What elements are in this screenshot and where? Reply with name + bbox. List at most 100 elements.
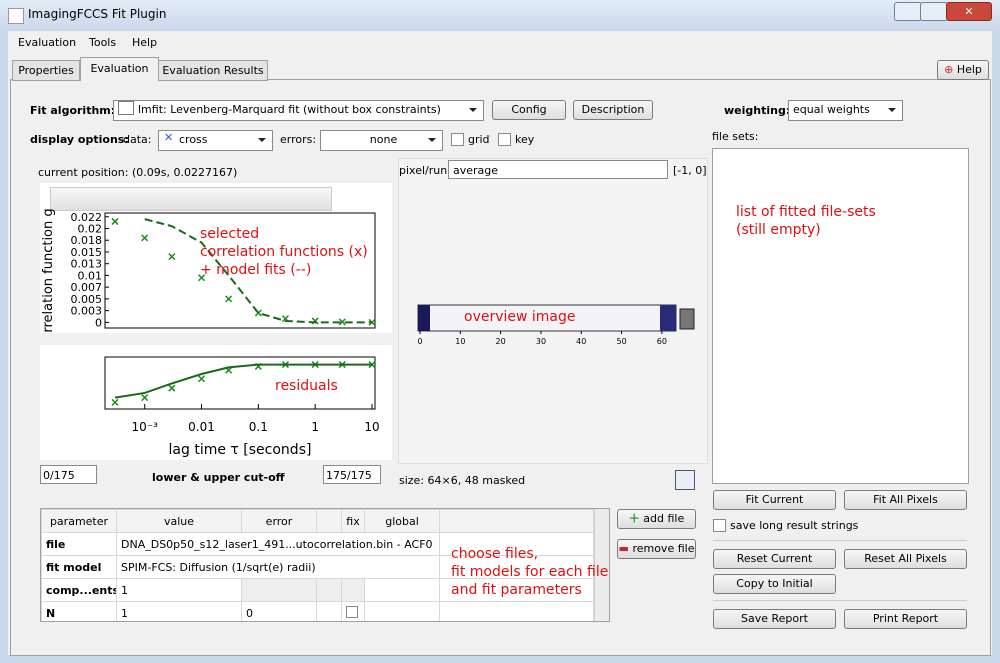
annotation: selected <box>200 226 259 242</box>
y-tick-label: 0.005 <box>71 293 103 306</box>
x-tick-label: 0 <box>417 337 422 346</box>
y-axis-label: rrelation function g <box>41 208 56 332</box>
fit-current-button[interactable]: Fit Current <box>713 490 836 510</box>
data-label: data: <box>123 133 152 146</box>
add-file-button[interactable]: ＋ add file <box>617 509 696 529</box>
y-tick-label: 0.02 <box>78 222 103 235</box>
weighting-combo[interactable]: equal weights <box>788 100 903 121</box>
checkbox[interactable] <box>498 133 511 146</box>
cell[interactable]: SPIM-FCS: Diffusion (1/sqrt(e) radii) <box>116 555 440 579</box>
reset-all-button[interactable]: Reset All Pixels <box>844 549 967 569</box>
fit-line <box>144 218 372 324</box>
x-tick-label: 20 <box>496 337 506 346</box>
help-button[interactable]: ⊕ Help <box>937 60 989 80</box>
y-tick-label: 0.022 <box>71 211 103 224</box>
menu-item[interactable]: Evaluation <box>18 36 77 49</box>
annotation: and fit parameters <box>451 582 582 598</box>
grid-label: grid <box>468 133 490 146</box>
y-tick-label: 0 <box>95 316 102 329</box>
reset-current-button[interactable]: Reset Current <box>713 549 836 569</box>
color-bar <box>679 308 695 330</box>
x-tick-label: 0.1 <box>249 420 268 434</box>
x-axis-label: lag time τ [seconds] <box>169 442 312 458</box>
errors-combo[interactable]: none <box>320 130 443 151</box>
plot-frame <box>104 356 376 410</box>
config-button[interactable]: Config <box>492 100 566 120</box>
save-long-label: save long result strings <box>730 519 859 532</box>
key-label: key <box>515 133 535 146</box>
description-button[interactable]: Description <box>573 100 653 120</box>
x-tick-label: 50 <box>616 337 626 346</box>
image-button[interactable] <box>675 470 695 490</box>
title-bar: ImagingFCCS Fit Plugin ✕ <box>0 0 1000 30</box>
checkbox[interactable] <box>713 519 726 532</box>
annotation: fit models for each file <box>451 564 609 580</box>
button-label: remove file <box>632 542 695 555</box>
data-point <box>225 295 233 303</box>
window-title: ImagingFCCS Fit Plugin <box>28 7 167 21</box>
annotation: overview image <box>464 309 576 325</box>
close[interactable]: ✕ <box>946 2 992 21</box>
x-tick-label: 10⁻³ <box>132 420 159 434</box>
header: error <box>241 509 317 533</box>
tab[interactable]: Evaluation Results <box>158 60 268 81</box>
scrollbar[interactable] <box>594 509 609 621</box>
y-tick-label: 0.007 <box>71 281 103 294</box>
current-position: current position: (0.09s, 0.0227167) <box>38 166 238 179</box>
x-tick-label: 1 <box>311 420 319 434</box>
button-label: Help <box>956 63 982 76</box>
pixel-spin[interactable]: average <box>448 160 668 179</box>
cell[interactable]: 1 <box>116 578 242 602</box>
file-sets-label: file sets: <box>712 130 759 143</box>
data-point <box>338 318 346 326</box>
cell[interactable]: DNA_DS0p50_s12_laser1_491...utocorrelati… <box>116 532 440 556</box>
fix-checkbox[interactable] <box>346 605 358 618</box>
y-tick-label: 0.015 <box>71 246 103 259</box>
tab[interactable]: Properties <box>12 60 80 81</box>
checkbox[interactable] <box>451 133 464 146</box>
data-point <box>168 384 176 392</box>
data-point <box>168 253 176 261</box>
upper-cutoff[interactable]: 175/175 <box>323 465 381 484</box>
parameter-table[interactable]: parameter value error fix global file DNA_DS0… <box>40 508 610 622</box>
combo-value: lmfit: Levenberg-Marquard fit (without b… <box>138 103 441 116</box>
copy-initial-button[interactable]: Copy to Initial <box>713 574 836 594</box>
button-label: add file <box>643 512 685 525</box>
menu-item[interactable]: Tools <box>89 36 117 49</box>
annotation: list of fitted file-sets <box>736 204 876 220</box>
weighting-label: weighting: <box>724 104 791 117</box>
annotation: + model fits (--) <box>200 262 311 278</box>
data-point <box>111 398 119 406</box>
annotation: (still empty) <box>736 222 821 238</box>
pixel-range: [-1, 0] <box>673 164 707 177</box>
annotation: choose files, <box>451 546 539 562</box>
fit-label: Fit algorithm: <box>30 104 116 117</box>
y-tick-label: 0.003 <box>71 305 103 318</box>
data-combo[interactable]: cross <box>158 130 273 151</box>
tab-active[interactable]: Evaluation <box>80 57 159 81</box>
cell: file <box>41 532 117 556</box>
lower-cutoff[interactable]: 0/175 <box>40 465 97 484</box>
annotation: correlation functions (x) <box>200 244 368 260</box>
cell: fit model <box>41 555 117 579</box>
remove-file-button[interactable]: ▬ remove file <box>617 539 696 559</box>
save-report-button[interactable]: Save Report <box>713 609 836 629</box>
table: parameter value error fix global file DNA_DS0… <box>41 509 594 621</box>
annotation: residuals <box>275 378 338 394</box>
data-point <box>111 217 119 225</box>
x-tick-label: 60 <box>657 337 667 346</box>
algorithm-combo[interactable]: lmfit: Levenberg-Marquard fit (without b… <box>113 100 484 121</box>
fit-all-button[interactable]: Fit All Pixels <box>844 490 967 510</box>
separator <box>713 540 967 541</box>
print-report-button[interactable]: Print Report <box>844 609 967 629</box>
size-text: size: 64×6, 48 masked <box>399 474 526 487</box>
file-sets-list[interactable] <box>712 148 969 484</box>
y-tick-label: 0.01 <box>78 269 103 282</box>
x-tick-label: 30 <box>536 337 546 346</box>
data-point <box>141 394 149 402</box>
cutoff-label: lower & upper cut-off <box>152 471 285 484</box>
data-point <box>198 375 206 383</box>
menu-item[interactable]: Help <box>132 36 158 49</box>
display-label: display options: <box>30 133 129 146</box>
cell: comp...ents <box>41 578 117 602</box>
